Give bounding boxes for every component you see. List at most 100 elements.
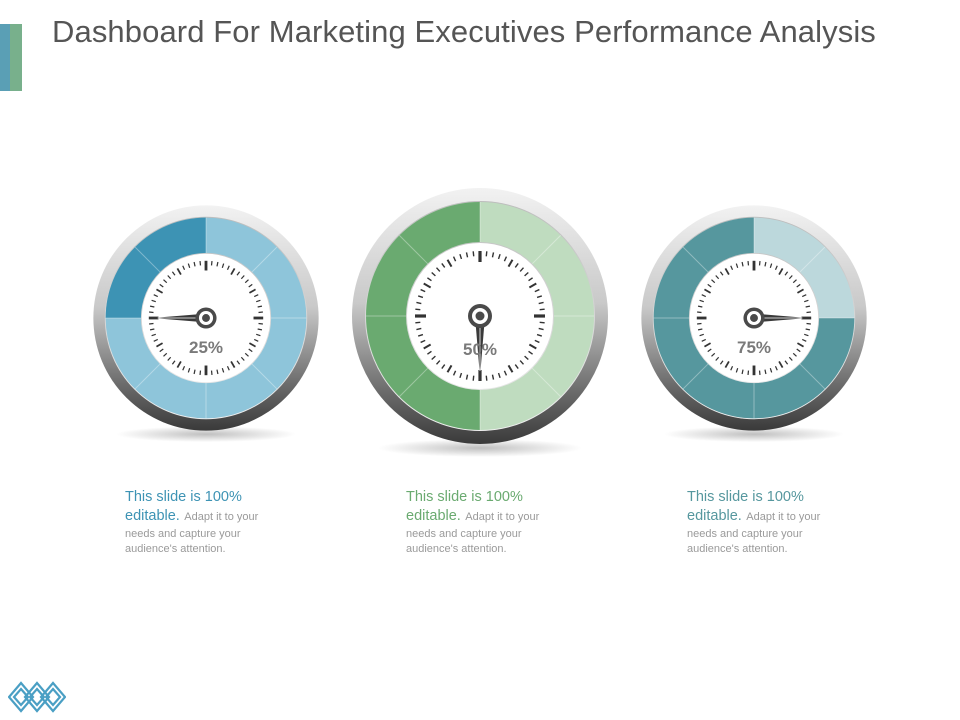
- gauge-minor-tick: [427, 277, 432, 282]
- gauge-minor-tick: [704, 342, 712, 348]
- gauge-caption-3: This slide is 100% editable. Adapt it to…: [687, 488, 835, 556]
- gauge-minor-tick: [236, 271, 241, 276]
- gauge-minor-tick: [485, 251, 488, 257]
- gauge-minor-tick: [240, 275, 245, 280]
- gauge-minor-tick: [764, 369, 767, 375]
- gauge-minor-tick: [538, 327, 544, 331]
- gauge-minor-tick: [796, 342, 804, 348]
- gauge-minor-tick: [459, 372, 463, 379]
- gauge-minor-tick: [248, 348, 253, 353]
- gauge-minor-tick: [719, 360, 724, 365]
- gauge-minor-tick: [715, 275, 720, 280]
- gauge-minor-tick: [497, 253, 501, 260]
- gauge-minor-tick: [741, 261, 744, 267]
- gauge-minor-tick: [778, 360, 784, 368]
- gauge-2: [352, 188, 608, 457]
- gauge-minor-tick: [801, 338, 807, 342]
- gauge-minor-tick: [764, 261, 767, 267]
- gauge-separator: [682, 363, 709, 390]
- gauge-separator: [682, 246, 709, 273]
- gauge-minor-tick: [193, 261, 196, 267]
- gauge-separator: [134, 246, 161, 273]
- gauge-minor-tick: [805, 328, 811, 331]
- gauge-separator: [251, 246, 278, 273]
- gauge-minor-tick: [176, 268, 182, 276]
- gauge-progress: [653, 217, 855, 419]
- gauge-minor-tick: [792, 352, 797, 357]
- caption-body: audience's attention.: [406, 543, 507, 555]
- gauge-caption-2: This slide is 100% editable. Adapt it to…: [406, 488, 554, 556]
- gauge-minor-tick: [730, 365, 734, 371]
- gauge-minor-tick: [796, 288, 804, 294]
- gauge-separator: [251, 363, 278, 390]
- gauge-separator: [134, 363, 161, 390]
- gauge-minor-tick: [248, 283, 253, 288]
- gauge-minor-tick: [519, 360, 525, 365]
- gauge-minor-tick: [724, 360, 730, 368]
- caption-body: needs and capture your: [125, 528, 241, 540]
- gauge-minor-tick: [171, 360, 176, 365]
- gauge-minor-tick: [534, 339, 540, 344]
- gauge-minor-tick: [472, 375, 475, 381]
- gauge-minor-tick: [711, 352, 716, 357]
- caption-headline: This slide is 100%: [125, 489, 242, 505]
- gauge-minor-tick: [503, 256, 508, 262]
- gauge-minor-tick: [240, 356, 245, 361]
- gauge-minor-tick: [417, 295, 424, 299]
- gauge-minor-tick: [153, 338, 159, 342]
- gauge-minor-tick: [452, 370, 457, 376]
- gauge-minor-tick: [153, 294, 159, 298]
- gauge-minor-tick: [715, 356, 720, 361]
- gauge-minor-tick: [503, 370, 508, 376]
- gauge-3: [641, 205, 867, 443]
- gauge-minor-tick: [423, 282, 432, 289]
- gauge-minor-tick: [159, 348, 164, 353]
- gauge-minor-tick: [701, 294, 707, 298]
- gauge-minor-tick: [182, 365, 186, 371]
- gauge-minor-tick: [256, 333, 261, 337]
- gauge-shadow: [377, 439, 583, 457]
- gauge-minor-tick: [699, 333, 704, 337]
- gauge-hub-center: [750, 314, 758, 322]
- gauge-minor-tick: [801, 294, 807, 298]
- gauge-minor-tick: [778, 268, 784, 276]
- gauge-minor-tick: [416, 301, 422, 305]
- gauge-shadow: [115, 426, 297, 443]
- gauge-minor-tick: [459, 253, 463, 260]
- title-accent-bar: [0, 24, 22, 91]
- gauge-minor-tick: [244, 352, 249, 357]
- gauge-minor-tick: [796, 348, 801, 353]
- gauge-minor-tick: [156, 288, 164, 294]
- gauge-minor-tick: [792, 279, 797, 284]
- gauge-minor-tick: [774, 265, 778, 271]
- gauge-minor-tick: [804, 299, 809, 303]
- gauge-minor-tick: [701, 338, 707, 342]
- gauge-hub-center: [475, 311, 485, 321]
- gauge-minor-tick: [704, 288, 712, 294]
- gauge-minor-tick: [167, 356, 172, 361]
- gauge-minor-tick: [226, 365, 230, 371]
- gauge-value-label: 75%: [736, 337, 772, 357]
- gauge-minor-tick: [519, 267, 525, 272]
- gauge-minor-tick: [784, 271, 789, 276]
- gauge-minor-tick: [446, 364, 453, 373]
- gauge-minor-tick: [724, 268, 730, 276]
- gauge-minor-tick: [539, 308, 545, 311]
- gauge-minor-tick: [719, 271, 724, 276]
- gauge-minor-tick: [441, 364, 446, 369]
- gauge-minor-tick: [465, 374, 469, 380]
- gauge-minor-tick: [431, 355, 436, 361]
- gauge-minor-tick: [538, 301, 544, 305]
- gauge-separator: [531, 235, 561, 265]
- gauge-minor-tick: [769, 263, 773, 268]
- gauge-minor-tick: [769, 368, 773, 373]
- gauge-minor-tick: [539, 321, 545, 324]
- gauge-minor-tick: [256, 299, 261, 303]
- gauge-minor-tick: [514, 364, 519, 369]
- gauge-minor-tick: [804, 333, 809, 337]
- gauge-separator: [399, 235, 429, 265]
- gauge-minor-tick: [536, 295, 543, 299]
- gauge-minor-tick: [236, 360, 241, 365]
- gauge-minor-tick: [528, 350, 533, 355]
- gauge-minor-tick: [435, 360, 441, 365]
